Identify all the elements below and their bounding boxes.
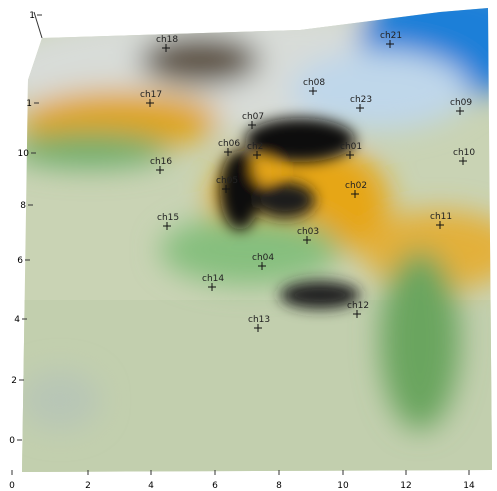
y-tick-label: 8	[20, 201, 26, 211]
point-label: ch13	[248, 315, 270, 325]
x-tick-label: 10	[337, 481, 349, 491]
point-label: ch16	[150, 157, 172, 167]
x-tick-label: 14	[463, 481, 475, 491]
x-tick-label: 2	[85, 481, 91, 491]
y-tick-label: 0	[9, 436, 15, 446]
point-label: ch2	[247, 142, 263, 152]
point-label: ch09	[450, 98, 472, 108]
y-tick-label: 1	[29, 11, 35, 21]
point-label: ch01	[340, 142, 362, 152]
x-tick-label: 0	[9, 481, 15, 491]
point-label: ch14	[202, 274, 224, 284]
x-tick-label: 6	[212, 481, 218, 491]
x-tick-label: 12	[400, 481, 411, 491]
point-label: ch23	[350, 95, 372, 105]
y-tick-label: 10	[18, 149, 30, 159]
y-tick-label: 4	[14, 315, 20, 325]
point-label: ch12	[347, 301, 369, 311]
point-label: ch18	[156, 35, 178, 45]
point-label: ch10	[453, 148, 475, 158]
point-label: ch17	[140, 90, 162, 100]
y-tick-label: 6	[17, 256, 23, 266]
point-label: ch04	[252, 253, 274, 263]
x-tick-label: 4	[148, 481, 154, 491]
x-tick-label: 8	[276, 481, 282, 491]
y-tick-label: 1	[26, 99, 32, 109]
point-label: ch21	[380, 31, 402, 41]
point-label: ch02	[345, 181, 367, 191]
y-tick-label: 2	[11, 376, 17, 386]
edge-line	[33, 11, 43, 39]
point-label: ch11	[430, 212, 452, 222]
point-label: ch05	[216, 176, 238, 186]
point-label: ch15	[157, 213, 179, 223]
point-label: ch07	[242, 112, 264, 122]
point-label: ch06	[218, 139, 240, 149]
point-label: ch08	[303, 78, 325, 88]
point-label: ch03	[297, 227, 319, 237]
